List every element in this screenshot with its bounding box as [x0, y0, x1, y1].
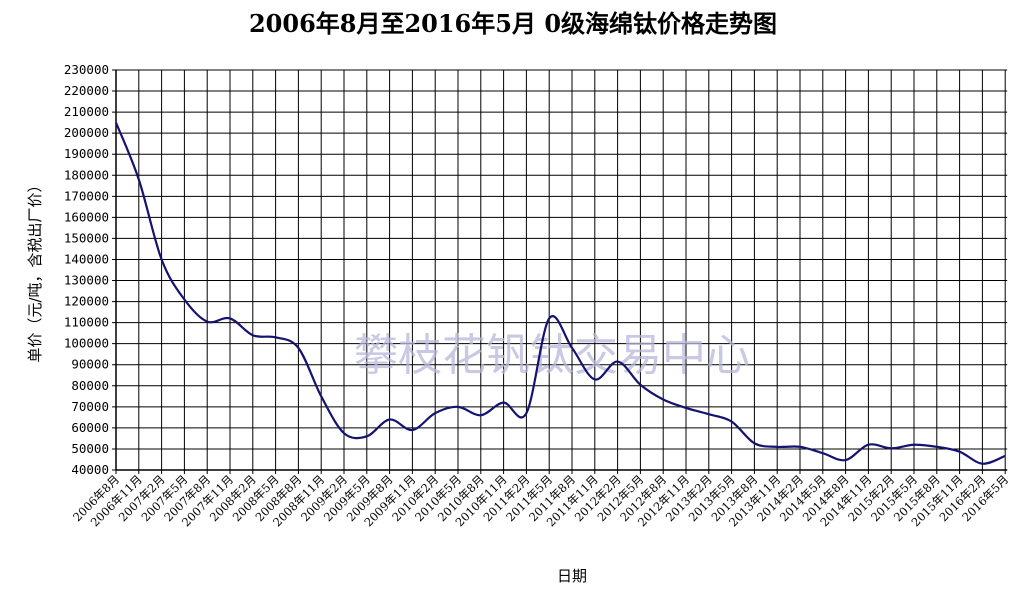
data-point	[913, 444, 915, 446]
data-point	[138, 178, 140, 180]
y-tick-label: 110000	[64, 315, 109, 330]
data-point	[275, 336, 277, 338]
gridlines	[112, 69, 1008, 474]
data-point	[548, 317, 550, 319]
y-tick-label: 50000	[71, 441, 109, 456]
data-point	[708, 413, 710, 415]
y-tick-label: 100000	[64, 336, 109, 351]
y-tick-label: 70000	[71, 399, 109, 414]
y-tick-label: 170000	[64, 188, 109, 203]
data-point	[320, 395, 322, 397]
data-point	[959, 451, 961, 453]
data-point	[503, 402, 505, 404]
data-point	[799, 446, 801, 448]
price-line	[114, 122, 1006, 465]
y-tick-label: 160000	[64, 209, 109, 224]
data-point	[252, 334, 254, 336]
data-point	[1004, 455, 1006, 457]
data-point	[457, 406, 459, 408]
y-tick-label: 120000	[64, 294, 109, 309]
data-point	[183, 298, 185, 300]
y-tick-label: 130000	[64, 273, 109, 288]
y-axis-ticks: 40000 50000 60000 70000 80000 90000 100000 1100…	[64, 62, 109, 477]
data-point	[206, 321, 208, 323]
x-axis-label: 日期	[557, 567, 587, 585]
chart-title: 2006年8月至2016年5月 0级海绵钛价格走势图	[249, 9, 777, 38]
y-tick-label: 40000	[71, 462, 109, 477]
data-point	[229, 317, 231, 319]
data-point	[845, 459, 847, 461]
data-point	[662, 398, 664, 400]
y-tick-label: 90000	[71, 357, 109, 372]
y-tick-label: 140000	[64, 251, 109, 266]
data-point	[411, 429, 413, 431]
y-tick-label: 210000	[64, 104, 109, 119]
data-point	[343, 432, 345, 434]
data-point	[366, 435, 368, 437]
data-point	[731, 421, 733, 423]
data-point	[890, 447, 892, 449]
y-tick-label: 190000	[64, 146, 109, 161]
data-point	[936, 446, 938, 448]
data-point	[297, 347, 299, 349]
data-point	[571, 347, 573, 349]
data-point	[981, 463, 983, 465]
data-points	[115, 122, 1006, 465]
y-tick-label: 230000	[64, 62, 109, 77]
y-tick-label: 180000	[64, 167, 109, 182]
data-point	[480, 414, 482, 416]
data-point	[822, 452, 824, 454]
y-tick-label: 150000	[64, 230, 109, 245]
data-point	[753, 442, 755, 444]
data-point	[525, 412, 527, 414]
data-point	[639, 384, 641, 386]
data-point	[434, 412, 436, 414]
data-point	[161, 258, 163, 260]
data-point	[776, 446, 778, 448]
x-axis-ticks: 2006年8月2006年11月2007年2月2007年5月2007年8月2007…	[70, 472, 1011, 529]
data-point	[685, 407, 687, 409]
data-point	[389, 418, 391, 420]
y-tick-label: 80000	[71, 378, 109, 393]
y-tick-label: 220000	[64, 83, 109, 98]
watermark: 攀枝花钒钛交易中心	[354, 330, 750, 381]
y-tick-label: 60000	[71, 420, 109, 435]
data-point	[594, 378, 596, 380]
data-point	[617, 361, 619, 363]
data-point	[115, 122, 117, 124]
data-point	[867, 444, 869, 446]
y-axis-label: 单价（元/吨，含税出厂价）	[26, 177, 44, 362]
y-tick-label: 200000	[64, 125, 109, 140]
